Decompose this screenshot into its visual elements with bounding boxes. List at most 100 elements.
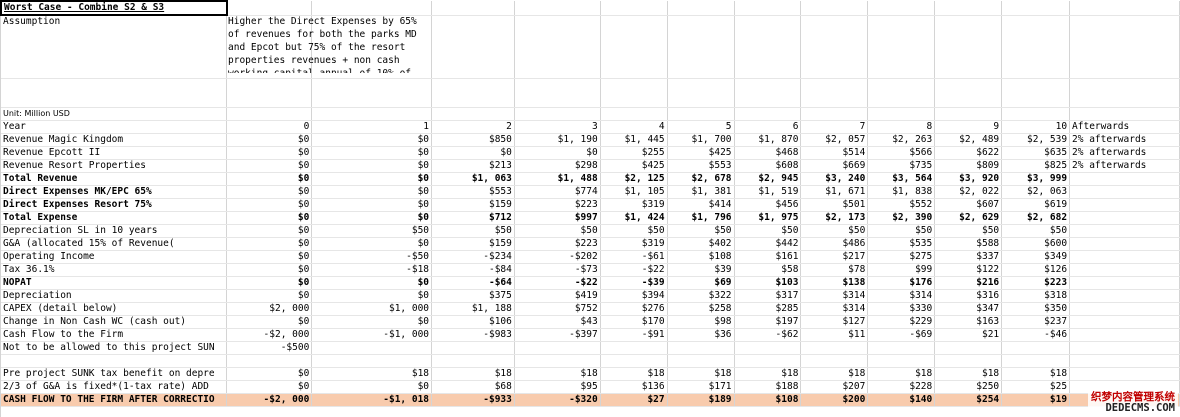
value-cell[interactable]: $138 [800,276,869,290]
value-cell[interactable]: -$933 [431,393,515,407]
value-cell[interactable] [867,341,936,355]
value-cell[interactable]: $622 [934,146,1003,160]
value-cell[interactable]: -$69 [867,328,936,342]
row-label-cell[interactable]: NOPAT [1,276,228,290]
value-cell[interactable]: $200 [800,393,869,407]
value-cell[interactable]: $163 [934,315,1003,329]
note-cell[interactable] [1069,367,1180,381]
value-cell[interactable]: $566 [867,146,936,160]
sheet-title-cell[interactable]: Worst Case - Combine S2 & S3 [0,0,228,16]
value-cell[interactable]: $1, 105 [600,185,668,199]
value-cell[interactable]: $50 [934,224,1003,238]
value-cell[interactable]: $3, 564 [867,172,936,186]
value-cell[interactable]: $0 [226,146,313,160]
value-cell[interactable] [1001,341,1071,355]
value-cell[interactable] [431,341,515,355]
value-cell[interactable]: $229 [867,315,936,329]
value-cell[interactable]: 4 [600,120,668,134]
value-cell[interactable] [734,341,802,355]
value-cell[interactable]: $0 [226,289,313,303]
value-cell[interactable]: $1, 519 [734,185,802,199]
row-label-cell[interactable]: Cash Flow to the Firm [1,328,228,342]
value-cell[interactable]: $0 [311,172,433,186]
value-cell[interactable]: $127 [800,315,869,329]
value-cell[interactable]: $2, 057 [800,133,869,147]
note-cell[interactable]: 2% afterwards [1069,133,1180,147]
row-label-cell[interactable]: CASH FLOW TO THE FIRM AFTER CORRECTIO [1,393,228,407]
value-cell[interactable]: -$46 [1001,328,1071,342]
value-cell[interactable]: $322 [667,289,735,303]
value-cell[interactable] [431,354,515,368]
value-cell[interactable]: -$62 [734,328,802,342]
value-cell[interactable]: $1, 700 [667,133,735,147]
value-cell[interactable]: $535 [867,237,936,251]
value-cell[interactable]: $0 [226,211,313,225]
value-cell[interactable]: $50 [1001,224,1071,238]
value-cell[interactable]: -$22 [514,276,601,290]
value-cell[interactable]: $258 [667,302,735,316]
value-cell[interactable] [667,341,735,355]
value-cell[interactable]: $319 [600,237,668,251]
value-cell[interactable]: 7 [800,120,869,134]
value-cell[interactable]: -$320 [514,393,601,407]
note-cell[interactable] [1069,250,1180,264]
value-cell[interactable]: $19 [1001,393,1071,407]
value-cell[interactable]: $419 [514,289,601,303]
value-cell[interactable]: $11 [800,328,869,342]
value-cell[interactable]: -$73 [514,263,601,277]
value-cell[interactable]: $18 [1001,367,1071,381]
value-cell[interactable]: $275 [867,250,936,264]
value-cell[interactable]: $27 [600,393,668,407]
value-cell[interactable]: $0 [311,211,433,225]
value-cell[interactable]: $0 [226,250,313,264]
value-cell[interactable]: $319 [600,198,668,212]
value-cell[interactable] [934,354,1003,368]
value-cell[interactable]: $553 [431,185,515,199]
value-cell[interactable]: $2, 173 [800,211,869,225]
value-cell[interactable]: $0 [311,146,433,160]
value-cell[interactable]: $18 [800,367,869,381]
value-cell[interactable] [311,354,433,368]
value-cell[interactable]: $0 [226,172,313,186]
value-cell[interactable]: $122 [934,263,1003,277]
value-cell[interactable]: $1, 000 [311,302,433,316]
value-cell[interactable]: -$397 [514,328,601,342]
note-cell[interactable]: 2% afterwards [1069,159,1180,173]
value-cell[interactable]: $254 [934,393,1003,407]
note-cell[interactable] [1069,237,1180,251]
value-cell[interactable]: $213 [431,159,515,173]
value-cell[interactable]: $298 [514,159,601,173]
value-cell[interactable]: $0 [226,315,313,329]
value-cell[interactable]: $1, 671 [800,185,869,199]
value-cell[interactable]: $3, 920 [934,172,1003,186]
value-cell[interactable]: 0 [226,120,313,134]
value-cell[interactable]: $237 [1001,315,1071,329]
value-cell[interactable]: $0 [226,198,313,212]
value-cell[interactable]: $2, 390 [867,211,936,225]
value-cell[interactable]: -$64 [431,276,515,290]
value-cell[interactable]: $425 [600,159,668,173]
value-cell[interactable]: $159 [431,237,515,251]
value-cell[interactable]: $1, 488 [514,172,601,186]
value-cell[interactable]: $0 [311,289,433,303]
value-cell[interactable]: $317 [734,289,802,303]
value-cell[interactable]: $18 [311,367,433,381]
value-cell[interactable]: $0 [226,224,313,238]
note-cell[interactable] [1069,172,1180,186]
value-cell[interactable]: $414 [667,198,735,212]
value-cell[interactable]: $0 [311,198,433,212]
row-label-cell[interactable]: CAPEX (detail below) [1,302,228,316]
value-cell[interactable]: $735 [867,159,936,173]
value-cell[interactable]: $161 [734,250,802,264]
value-cell[interactable]: $0 [226,367,313,381]
value-cell[interactable]: $337 [934,250,1003,264]
note-cell[interactable] [1069,263,1180,277]
row-label-cell[interactable]: 2/3 of G&A is fixed*(1-tax rate) ADD [1,380,228,394]
value-cell[interactable]: $809 [934,159,1003,173]
value-cell[interactable]: $3, 999 [1001,172,1071,186]
value-cell[interactable]: $394 [600,289,668,303]
value-cell[interactable]: $442 [734,237,802,251]
value-cell[interactable]: -$39 [600,276,668,290]
value-cell[interactable]: $50 [800,224,869,238]
value-cell[interactable]: $0 [311,133,433,147]
